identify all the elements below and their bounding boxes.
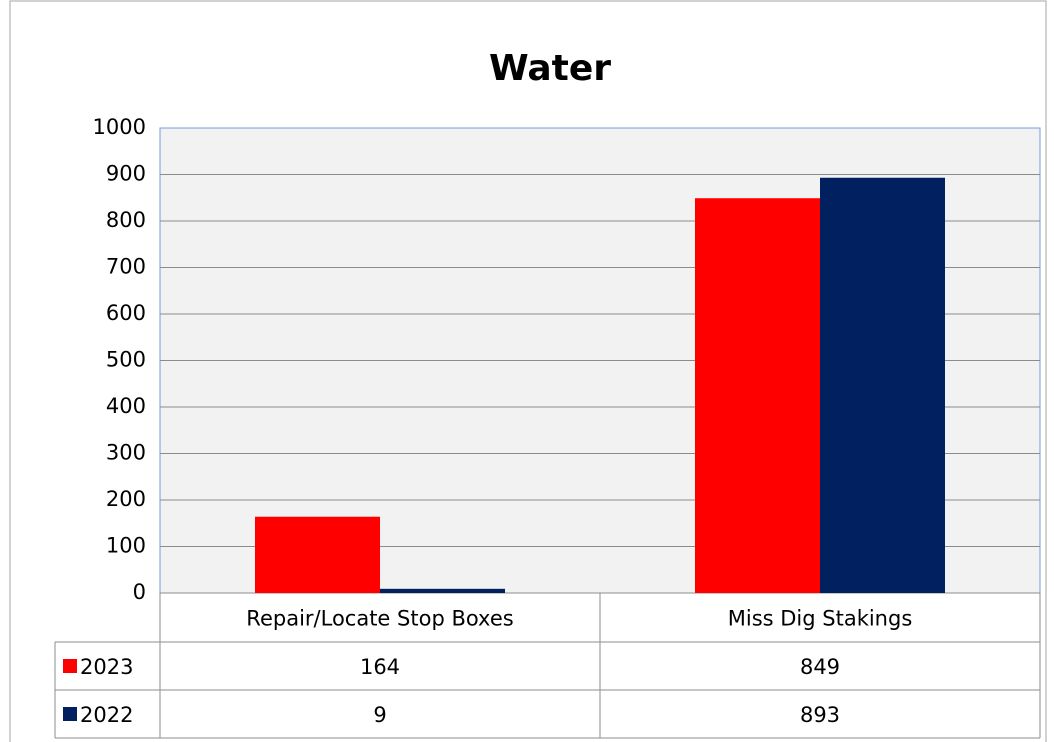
x-tick-label: Repair/Locate Stop Boxes — [246, 607, 513, 631]
y-tick-label: 700 — [106, 255, 146, 279]
y-tick-label: 400 — [106, 394, 146, 418]
table-value: 9 — [373, 703, 386, 727]
bar — [380, 588, 505, 593]
y-tick-label: 900 — [106, 162, 146, 186]
legend-key — [63, 659, 77, 673]
table-value: 164 — [360, 655, 400, 679]
legend-label: 2023 — [80, 655, 133, 679]
y-tick-label: 800 — [106, 208, 146, 232]
y-tick-label: 500 — [106, 348, 146, 372]
chart-title: Water — [489, 48, 611, 89]
bar — [255, 516, 380, 593]
table-value: 893 — [800, 703, 840, 727]
y-tick-label: 200 — [106, 487, 146, 511]
y-tick-label: 300 — [106, 441, 146, 465]
bar — [695, 198, 820, 593]
y-tick-label: 0 — [133, 580, 146, 604]
legend-label: 2022 — [80, 703, 133, 727]
table-value: 849 — [800, 655, 840, 679]
bar — [820, 177, 945, 593]
y-tick-label: 600 — [106, 301, 146, 325]
x-tick-label: Miss Dig Stakings — [728, 607, 913, 631]
chart-frame — [9, 0, 1047, 742]
y-tick-label: 1000 — [93, 115, 146, 139]
y-tick-label: 100 — [106, 534, 146, 558]
legend-key — [63, 707, 77, 721]
